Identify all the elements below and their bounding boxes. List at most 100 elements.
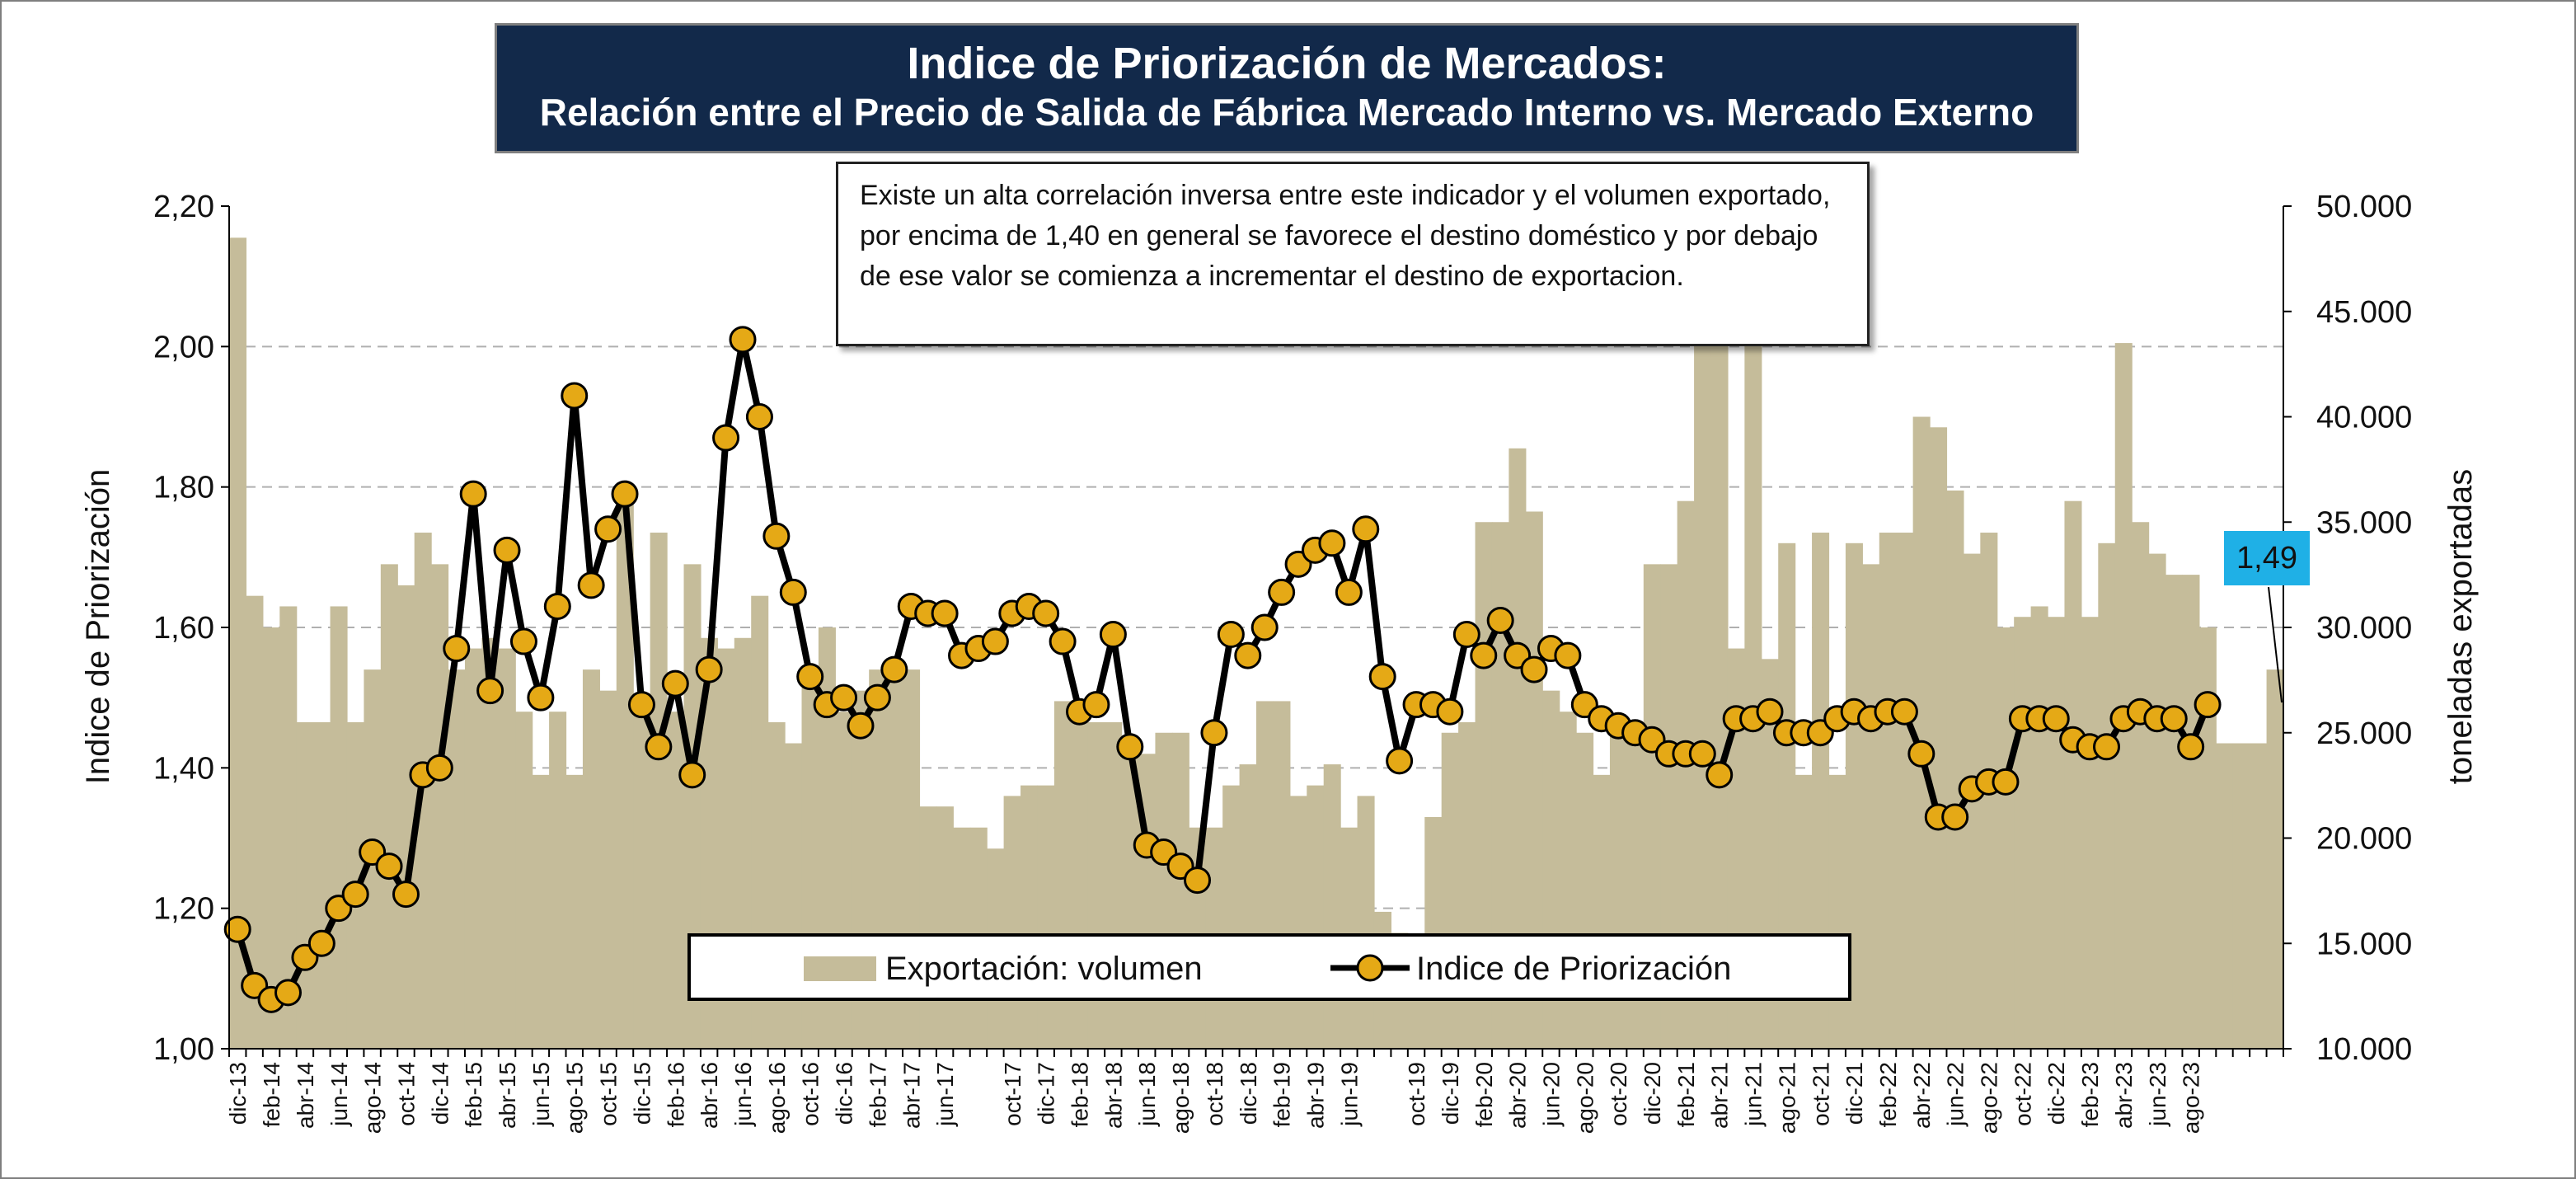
- bar: [1997, 627, 2015, 1049]
- bar: [2030, 606, 2048, 1049]
- bar: [481, 637, 500, 1049]
- bar: [313, 721, 331, 1049]
- y-right-tick-label: 35.000: [2316, 505, 2412, 540]
- x-tick-label: oct-16: [798, 1062, 823, 1126]
- annotation-box: Existe un alta correlación inversa entre…: [836, 162, 1870, 346]
- bar: [1845, 543, 1863, 1049]
- x-tick-label: oct-14: [393, 1062, 419, 1126]
- x-ticks: dic-13 feb-14 abr-14 jun-14 ago-14 oct-14 dic-…: [225, 1049, 2284, 1134]
- bar: [1744, 248, 1762, 1050]
- index-point: [645, 733, 673, 761]
- x-tick-label: oct-15: [596, 1062, 622, 1126]
- y-right-tick-label: 25.000: [2316, 716, 2412, 751]
- x-tick-label: dic-15: [629, 1062, 655, 1125]
- index-point: [830, 683, 858, 712]
- bar: [1930, 427, 1948, 1049]
- y-right-tick-label: 45.000: [2316, 295, 2412, 330]
- index-point: [863, 683, 891, 712]
- bar: [1037, 785, 1055, 1049]
- index-point: [627, 691, 655, 719]
- y-left-tick-label: 2,00: [153, 330, 214, 364]
- legend-marker-swatch: [1356, 954, 1384, 982]
- index-point: [729, 326, 757, 354]
- x-tick-label: feb-21: [1673, 1062, 1699, 1127]
- y-right-tick-label: 10.000: [2316, 1032, 2412, 1067]
- bar: [279, 606, 298, 1049]
- index-point: [1688, 740, 1716, 768]
- x-tick-label: dic-16: [832, 1062, 857, 1125]
- x-tick-label: abr-23: [2111, 1062, 2137, 1129]
- bar: [330, 606, 348, 1049]
- x-tick-label: jun-14: [326, 1062, 352, 1127]
- index-point: [1554, 641, 1582, 669]
- bar: [2232, 743, 2250, 1049]
- x-tick-label: jun-20: [1538, 1062, 1564, 1127]
- bar: [650, 533, 668, 1049]
- x-tick-label: jun-21: [1741, 1062, 1767, 1127]
- x-tick-label: jun-16: [730, 1062, 756, 1127]
- index-point: [1352, 515, 1380, 543]
- y-axis-left-label: Indice de Priorización: [80, 469, 116, 784]
- x-tick-label: dic-20: [1640, 1062, 1665, 1125]
- bar: [616, 500, 634, 1049]
- index-point: [1049, 627, 1077, 655]
- bar: [1593, 774, 1611, 1049]
- x-tick-label: ago-16: [764, 1062, 790, 1134]
- index-point: [981, 627, 1009, 655]
- x-tick-label: dic-18: [1236, 1062, 1261, 1125]
- index-point: [745, 403, 773, 430]
- index-point: [661, 669, 689, 698]
- x-tick-label: oct-19: [1404, 1062, 1429, 1126]
- bar: [2182, 575, 2200, 1049]
- bar: [2198, 627, 2217, 1049]
- bar: [1812, 533, 1830, 1049]
- bar: [229, 237, 247, 1049]
- bar: [1879, 533, 1897, 1049]
- y-right-tick-label: 50.000: [2316, 190, 2412, 224]
- bar: [565, 774, 584, 1049]
- bar: [667, 712, 685, 1049]
- y-left-tick-label: 1,20: [153, 892, 214, 927]
- index-point: [1234, 641, 1262, 669]
- index-point: [2160, 705, 2188, 733]
- x-tick-label: dic-21: [1842, 1062, 1867, 1125]
- bar: [2148, 553, 2166, 1049]
- x-tick-label: ago-22: [1977, 1062, 2002, 1134]
- index-point: [1217, 621, 1245, 649]
- index-point: [1250, 613, 1279, 641]
- bar: [1912, 416, 1931, 1049]
- bar: [785, 743, 803, 1049]
- y-right-tick-label: 40.000: [2316, 401, 2412, 435]
- legend-label-bars: Exportación: volumen: [885, 951, 1203, 987]
- bar: [246, 595, 264, 1049]
- bar: [936, 806, 954, 1049]
- bar: [1424, 816, 1443, 1049]
- x-tick-label: dic-22: [2043, 1062, 2069, 1125]
- x-tick-label: feb-20: [1471, 1062, 1497, 1127]
- legend-box: [687, 933, 1851, 1001]
- bar: [1778, 543, 1796, 1049]
- x-tick-label: feb-17: [865, 1062, 890, 1127]
- index-point: [223, 915, 251, 943]
- index-point: [1386, 747, 1414, 775]
- x-tick-label: oct-17: [1000, 1062, 1025, 1126]
- x-tick-label: abr-21: [1707, 1062, 1733, 1129]
- bar: [599, 690, 617, 1049]
- bar: [1222, 785, 1241, 1049]
- bar: [1155, 732, 1173, 1049]
- x-tick-label: abr-19: [1302, 1062, 1328, 1129]
- bar: [448, 669, 466, 1049]
- bar: [1677, 500, 1695, 1049]
- bar: [1239, 764, 1257, 1049]
- index-point: [678, 761, 706, 789]
- x-tick-label: abr-16: [697, 1062, 722, 1129]
- bar: [549, 712, 567, 1049]
- x-tick-label: feb-22: [1875, 1062, 1901, 1127]
- x-tick-label: feb-23: [2077, 1062, 2103, 1127]
- bar: [1021, 785, 1039, 1049]
- index-point: [1335, 578, 1363, 606]
- bar: [1828, 774, 1846, 1049]
- index-point: [1907, 740, 1936, 768]
- index-point: [1706, 761, 1734, 789]
